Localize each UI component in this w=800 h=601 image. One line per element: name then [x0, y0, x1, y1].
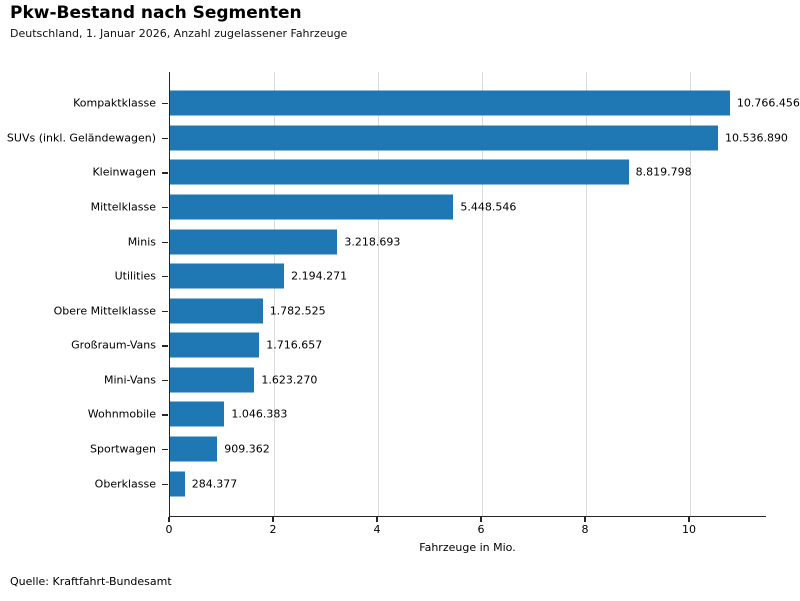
x-tick-label: 10 — [682, 523, 697, 536]
x-tick-label: 6 — [477, 523, 485, 536]
gridline — [481, 72, 483, 516]
value-label: 5.448.546 — [460, 200, 517, 214]
value-label: 1.623.270 — [261, 373, 318, 387]
y-tick-mark — [162, 449, 168, 451]
value-label: 3.218.693 — [344, 235, 401, 249]
y-tick-mark — [162, 414, 168, 416]
bar-row: Kompaktklasse 10.766.456 — [73, 86, 800, 121]
bar — [170, 367, 255, 393]
bar-row: Obere Mittelklasse 1.782.525 — [54, 293, 766, 328]
bar — [170, 263, 285, 289]
gridline — [377, 72, 379, 516]
bar — [170, 90, 730, 116]
value-label: 284.377 — [191, 477, 238, 491]
bar — [170, 401, 225, 427]
x-tick-label: 0 — [165, 523, 173, 536]
category-label: Mini-Vans — [103, 373, 156, 387]
y-tick-mark — [162, 379, 168, 382]
value-label: 2.194.271 — [291, 269, 348, 283]
x-tick-mark — [168, 517, 170, 522]
category-label: Utilities — [114, 269, 156, 283]
value-label: 1.046.383 — [231, 407, 288, 421]
bar-row: Mini-Vans 1.623.270 — [104, 363, 766, 398]
x-axis: 0 2 4 6 8 10 — [165, 517, 766, 557]
gridline — [585, 72, 587, 516]
bar-row: Sportwagen 909.362 — [90, 432, 766, 467]
category-label: Obere Mittelklasse — [53, 304, 156, 318]
y-tick-mark — [162, 207, 168, 209]
category-label: SUVs (inkl. Geländewagen) — [6, 131, 156, 145]
bar-row: SUVs (inkl. Geländewagen) 10.536.890 — [7, 121, 788, 156]
bar-row: Minis 3.218.693 — [128, 224, 766, 259]
x-tick-label: 2 — [269, 523, 277, 536]
y-tick-mark — [162, 241, 168, 243]
gridline — [689, 72, 691, 516]
value-label: 909.362 — [224, 442, 270, 456]
value-label: 10.766.456 — [736, 96, 800, 110]
chart-subtitle: Deutschland, 1. Januar 2026, Anzahl zuge… — [10, 27, 348, 40]
bar-row: Mittelklasse 5.448.546 — [91, 190, 766, 225]
y-tick-mark — [162, 276, 168, 278]
gridline — [273, 72, 275, 516]
x-axis-label: Fahrzeuge in Mio. — [419, 541, 516, 554]
bar — [170, 159, 629, 185]
bar-row: Wohnmobile 1.046.383 — [88, 397, 766, 432]
x-tick-mark — [480, 517, 482, 522]
x-tick-mark — [376, 517, 378, 522]
value-label: 8.819.798 — [635, 165, 692, 179]
y-tick-mark — [162, 103, 168, 105]
y-tick-mark — [162, 483, 168, 485]
x-tick-label: 8 — [581, 523, 589, 536]
category-label: Wohnmobile — [87, 407, 156, 421]
bar — [170, 332, 260, 358]
bar-row: Oberklasse 284.377 — [95, 466, 766, 501]
chart-title: Pkw-Bestand nach Segmenten — [10, 3, 302, 23]
value-label: 10.536.890 — [724, 131, 788, 145]
bar-row: Utilities 2.194.271 — [115, 259, 766, 294]
category-label: Oberklasse — [94, 477, 156, 491]
y-tick-mark — [162, 310, 168, 312]
bar — [170, 229, 338, 255]
x-tick-mark — [272, 517, 274, 522]
source-note: Quelle: Kraftfahrt-Bundesamt — [10, 575, 172, 588]
category-label: Kompaktklasse — [73, 96, 156, 110]
bar-row: Kleinwagen 8.819.798 — [92, 155, 766, 190]
bar — [170, 298, 263, 324]
category-label: Sportwagen — [90, 442, 156, 456]
y-tick-mark — [162, 172, 168, 174]
bar — [170, 194, 454, 220]
bar-row: Großraum-Vans 1.716.657 — [71, 328, 766, 363]
x-tick-mark — [688, 517, 690, 522]
plot-area: Kompaktklasse 10.766.456 SUVs (inkl. Gelän… — [7, 72, 800, 517]
y-tick-mark — [162, 345, 168, 347]
value-label: 1.716.657 — [266, 338, 323, 352]
category-label: Minis — [127, 235, 156, 249]
x-tick-mark — [584, 517, 586, 522]
bar-rows: Kompaktklasse 10.766.456 SUVs (inkl. Gelän… — [7, 72, 800, 516]
bar — [170, 436, 218, 462]
bar — [170, 471, 185, 497]
category-label: Kleinwagen — [92, 165, 156, 179]
category-label: Großraum-Vans — [71, 338, 156, 352]
gridlines — [170, 72, 766, 516]
category-label: Mittelklasse — [90, 200, 156, 214]
bar — [170, 125, 718, 151]
x-tick-label: 4 — [373, 523, 381, 536]
value-label: 1.782.525 — [269, 304, 326, 318]
y-tick-mark — [162, 137, 168, 140]
